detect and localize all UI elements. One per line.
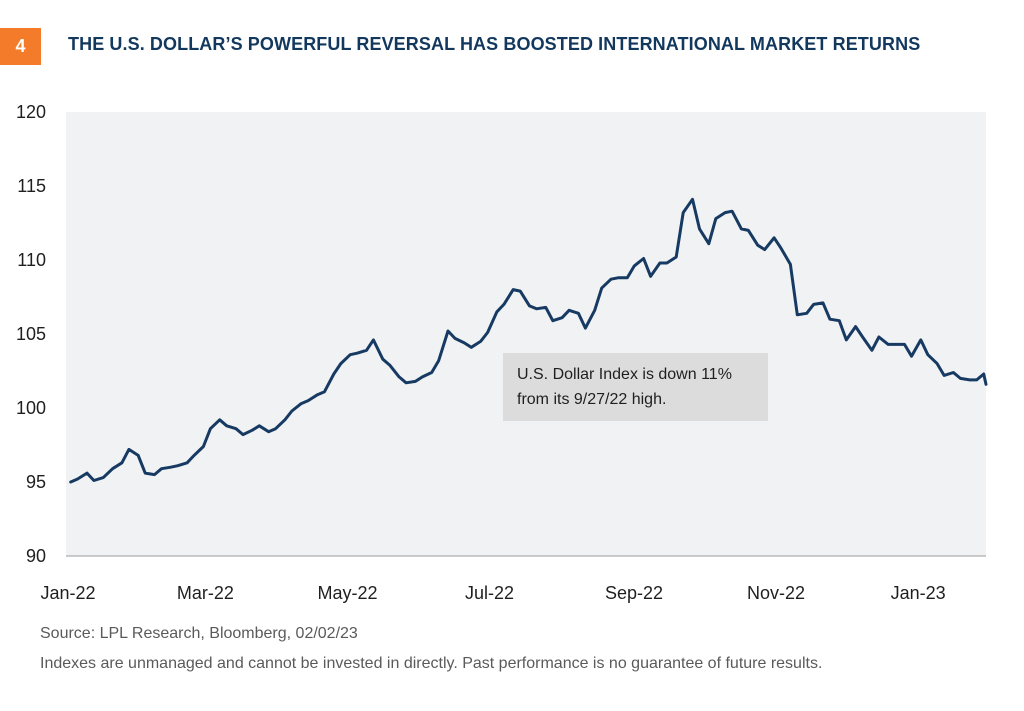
x-tick-label: Mar-22	[177, 583, 234, 603]
y-tick-label: 95	[26, 472, 46, 492]
x-tick-label: May-22	[317, 583, 377, 603]
chart-number-badge: 4	[0, 28, 41, 65]
x-tick-label: Jul-22	[465, 583, 514, 603]
y-tick-label: 120	[16, 102, 46, 122]
y-tick-label: 110	[17, 250, 46, 270]
annotation-box: U.S. Dollar Index is down 11% from its 9…	[503, 353, 768, 421]
x-tick-label: Jan-23	[891, 583, 946, 603]
x-tick-label: Nov-22	[747, 583, 805, 603]
series-line-dollar-index	[69, 197, 988, 484]
y-tick-label: 105	[16, 324, 46, 344]
x-tick-label: Sep-22	[605, 583, 663, 603]
x-tick-label: Jan-22	[40, 583, 95, 603]
annotation-line-1: U.S. Dollar Index is down 11%	[517, 366, 732, 383]
chart-title: THE U.S. DOLLAR’S POWERFUL REVERSAL HAS …	[68, 34, 921, 54]
annotation-line-2: from its 9/27/22 high.	[517, 391, 667, 408]
disclaimer-note: Indexes are unmanaged and cannot be inve…	[40, 655, 823, 672]
plot-area	[66, 112, 986, 556]
x-axis: Jan-22 Mar-22 May-22 Jul-22 Sep-22 Nov-22 Jan-…	[40, 583, 945, 603]
y-tick-label: 90	[26, 546, 46, 566]
y-tick-label: 100	[16, 398, 46, 418]
y-axis: 90 95 100 105 110 115 120	[16, 102, 46, 566]
source-note: Source: LPL Research, Bloomberg, 02/02/2…	[40, 625, 358, 642]
y-tick-label: 115	[17, 176, 46, 196]
